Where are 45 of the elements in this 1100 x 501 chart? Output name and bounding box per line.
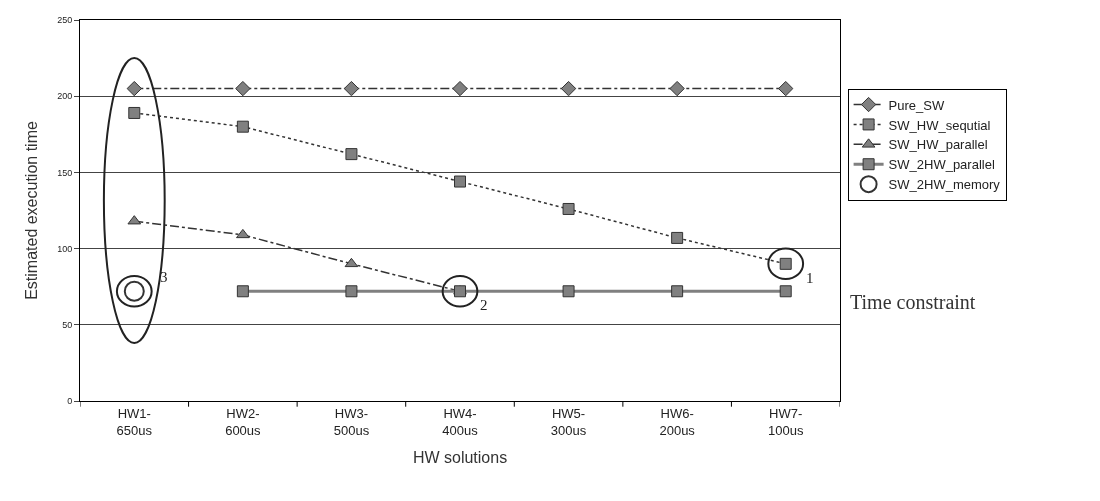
legend-label: SW_2HW_parallel	[888, 157, 995, 173]
y-tick-label: 0	[67, 396, 73, 407]
y-tick-label: 250	[57, 15, 73, 26]
legend-label: Pure_SW	[888, 97, 945, 113]
y-tick-label: 50	[62, 319, 73, 330]
x-tick-label: HW7- 100us	[768, 405, 804, 438]
x-tick-label: HW1- 650us	[116, 405, 153, 438]
x-axis-title: HW solutions	[412, 449, 508, 467]
point	[128, 106, 141, 119]
point	[236, 120, 249, 133]
x-tick-label: HW2- 600us	[225, 405, 262, 438]
y-tick-label: 150	[57, 167, 73, 178]
point	[562, 285, 575, 298]
x-tick-label: HW5- 300us	[550, 405, 587, 438]
point	[236, 228, 250, 239]
point	[562, 202, 575, 215]
point	[115, 275, 153, 308]
point	[671, 285, 684, 298]
legend-label: SW_2HW_memory	[888, 177, 1001, 193]
y-tick-label: 100	[57, 243, 73, 254]
x-tick-label: HW4- 400us	[442, 405, 479, 438]
point	[452, 80, 468, 97]
point	[235, 80, 251, 97]
point	[126, 80, 142, 97]
point	[345, 148, 358, 161]
point	[454, 175, 466, 188]
y-tick-label: 200	[57, 91, 73, 102]
point	[343, 80, 360, 97]
x-tick-label: HW6- 200us	[659, 405, 696, 438]
point	[669, 80, 685, 97]
x-tick-label: HW3- 500us	[333, 405, 370, 438]
point	[779, 285, 792, 298]
y-axis-title: Estimated execution time	[23, 121, 41, 300]
point	[560, 80, 577, 97]
point	[236, 285, 249, 298]
legend-label: SW_HW_sequtial	[888, 117, 991, 133]
legend-label: SW_HW_parallel	[888, 137, 988, 153]
annotation: 1	[806, 270, 814, 286]
point	[778, 80, 794, 97]
point	[344, 257, 359, 268]
text: Time constraint	[850, 291, 976, 313]
point	[671, 231, 684, 244]
point	[345, 285, 358, 298]
annotation: 3	[160, 269, 168, 285]
annotation: 2	[480, 297, 488, 313]
